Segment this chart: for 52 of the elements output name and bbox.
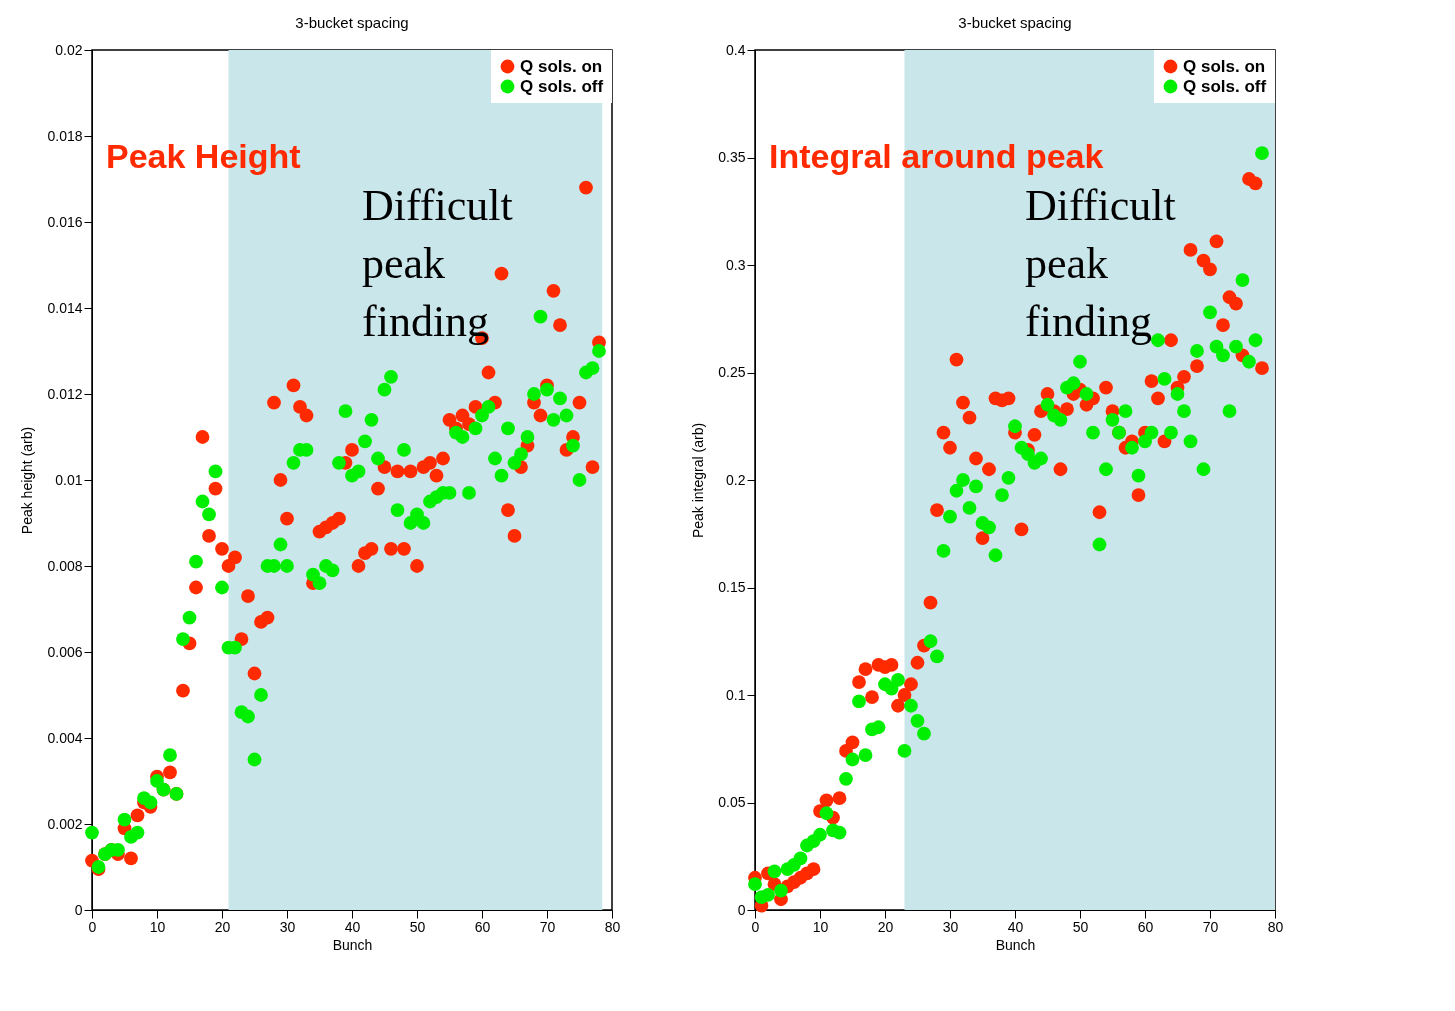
- y-tick-label: 0.002: [47, 815, 83, 832]
- y-tick-label: 0.008: [47, 557, 83, 574]
- x-axis-title: Bunch: [332, 936, 373, 953]
- x-tick-label: 50: [1072, 918, 1089, 935]
- annotation: Peak Height: [106, 137, 301, 175]
- legend-label: Q sols. off: [1183, 76, 1267, 96]
- y-tick-label: 0.1: [726, 686, 746, 703]
- annotation: Difficult peak finding: [1025, 181, 1176, 346]
- x-tick-label: 30: [279, 918, 296, 935]
- x-tick-label: 50: [409, 918, 426, 935]
- annotation: Difficult peak finding: [362, 181, 513, 346]
- x-tick-label: 40: [1007, 918, 1024, 935]
- y-tick-label: 0.018: [47, 127, 83, 144]
- x-tick-label: 10: [812, 918, 829, 935]
- y-tick-label: 0: [74, 901, 83, 918]
- x-tick-label: 10: [149, 918, 166, 935]
- x-tick-label: 80: [604, 918, 621, 935]
- chart-title: 3-bucket spacing: [295, 14, 409, 31]
- y-tick-label: 0.02: [55, 41, 83, 58]
- y-tick-label: 0.4: [726, 41, 746, 58]
- x-tick-label: 0: [88, 918, 97, 935]
- y-tick-label: 0.05: [718, 794, 746, 810]
- x-tick-label: 20: [214, 918, 231, 935]
- chart-title: 3-bucket spacing: [958, 14, 1072, 31]
- y-tick-label: 0.004: [47, 729, 83, 746]
- annotation: Integral around peak: [769, 137, 1104, 175]
- x-tick-label: 70: [1202, 918, 1219, 935]
- y-tick-label: 0.006: [47, 643, 83, 660]
- x-tick-label: 80: [1267, 918, 1284, 935]
- x-tick-label: 70: [539, 918, 556, 935]
- x-tick-label: 30: [942, 918, 959, 935]
- x-tick-label: 40: [344, 918, 361, 935]
- y-tick-label: 0.25: [718, 364, 746, 380]
- x-axis-title: Bunch: [995, 936, 1036, 953]
- y-axis-title: Peak height (arb): [19, 426, 36, 535]
- legend-label: Q sols. on: [520, 56, 603, 76]
- y-tick-label: 0.35: [718, 149, 746, 165]
- y-tick-label: 0.016: [47, 213, 83, 230]
- legend-label: Q sols. on: [1183, 56, 1266, 76]
- y-tick-label: 0.15: [718, 579, 746, 595]
- x-tick-label: 0: [751, 918, 760, 935]
- legend-label: Q sols. off: [520, 76, 604, 96]
- y-tick-label: 0.014: [47, 299, 83, 316]
- x-tick-label: 60: [474, 918, 491, 935]
- y-tick-label: 0: [737, 901, 746, 918]
- x-tick-label: 20: [877, 918, 894, 935]
- y-tick-label: 0.01: [55, 471, 83, 488]
- y-tick-label: 0.012: [47, 385, 83, 402]
- y-tick-label: 0.3: [726, 256, 746, 273]
- y-axis-title: Peak integral (arb): [690, 422, 707, 539]
- y-tick-label: 0.2: [726, 471, 746, 488]
- x-tick-label: 60: [1137, 918, 1154, 935]
